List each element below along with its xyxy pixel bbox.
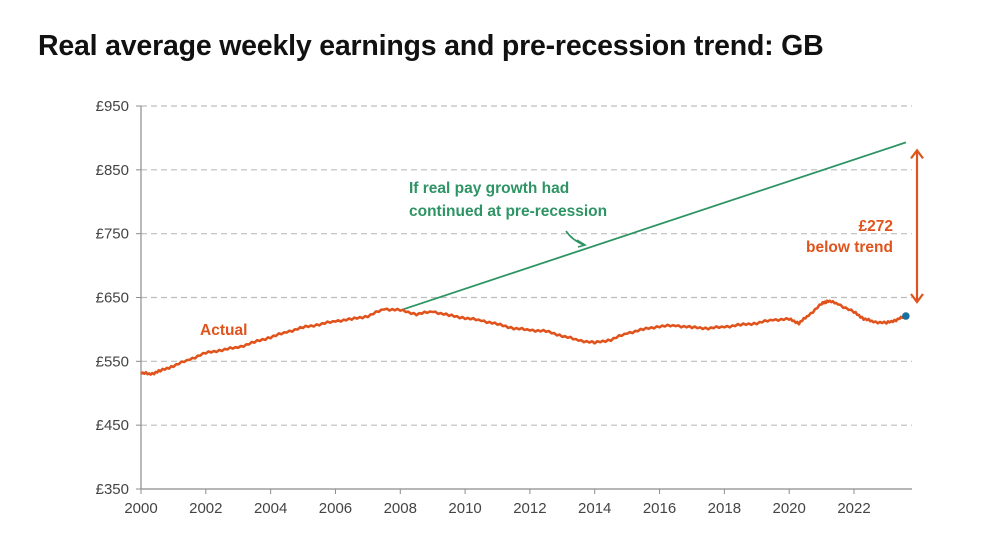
series-group (140, 141, 910, 376)
actual-series-line (140, 299, 907, 376)
trend-label-line-1: If real pay growth had (409, 180, 569, 197)
trend-label-line-2: continued at pre-recession (409, 203, 607, 220)
y-tick-label: £550 (96, 353, 129, 370)
x-tick-label: 2006 (319, 500, 352, 517)
x-tick-label: 2012 (513, 500, 546, 517)
x-tick-label: 2014 (578, 500, 611, 517)
gap-arrow-down-icon (910, 293, 924, 304)
y-tick-label: £650 (96, 290, 129, 307)
gap-description-label: below trend (806, 239, 893, 256)
x-tick-label: 2010 (448, 500, 481, 517)
trend-series-line (400, 141, 907, 312)
x-tick-label: 2020 (772, 500, 805, 517)
x-tick-label: 2022 (837, 500, 870, 517)
x-tick-label: 2008 (384, 500, 417, 517)
x-tick-label: 2004 (254, 500, 287, 517)
gridlines (141, 105, 912, 426)
y-tick-label: £450 (96, 417, 129, 434)
annotations: Actual If real pay growth had continued at… (200, 148, 924, 339)
last-data-point (902, 312, 910, 320)
y-tick-label: £350 (96, 481, 129, 498)
gap-value-label: £272 (859, 218, 893, 235)
y-tick-label: £950 (96, 98, 129, 115)
x-tick-label: 2000 (124, 500, 157, 517)
trend-pointer-arrow-icon (565, 230, 585, 246)
x-tick-label: 2018 (708, 500, 741, 517)
gap-arrow-up-icon (910, 148, 924, 160)
x-tick-label: 2002 (189, 500, 222, 517)
y-tick-label: £750 (96, 226, 129, 243)
trend-pointer-arrowhead-icon (576, 239, 587, 248)
x-axis-ticks: 2000 2002 2004 2006 2008 2010 2012 2014 2016 2018… (124, 489, 871, 517)
y-axis-ticks: £350 £450 £550 £650 £750 £850 £950 (96, 98, 141, 498)
chart-title: Real average weekly earnings and pre-rec… (38, 30, 824, 62)
actual-label: Actual (200, 322, 247, 339)
y-tick-label: £850 (96, 162, 129, 179)
x-tick-label: 2016 (643, 500, 676, 517)
